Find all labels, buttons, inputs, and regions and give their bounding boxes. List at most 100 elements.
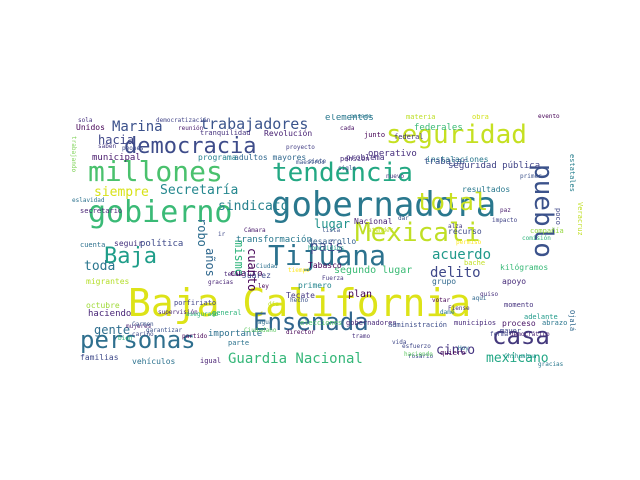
word: Ojalá <box>568 310 576 332</box>
word: democrático <box>510 331 550 338</box>
word: votar <box>432 297 451 304</box>
word: Baja California <box>128 281 472 325</box>
word: toda <box>84 259 116 274</box>
word: tiempo <box>288 267 310 274</box>
word: lugar <box>314 217 351 231</box>
word-cloud: Baja California gobernadora gobierno mil… <box>68 114 586 368</box>
word: resultados <box>462 185 511 194</box>
word: permiso <box>456 239 482 246</box>
word: reunión <box>178 125 204 132</box>
word: vida <box>392 339 407 346</box>
word: obra <box>472 114 489 121</box>
word: junto <box>364 131 386 139</box>
word: tendencia <box>272 158 413 188</box>
word: octubre <box>86 301 120 310</box>
word: adelante <box>524 313 558 321</box>
word: primero <box>298 281 332 290</box>
word: agua <box>258 319 273 326</box>
word: momento <box>504 301 534 309</box>
word: Hoy <box>458 345 469 352</box>
word: hecho <box>290 297 309 304</box>
word: operativo <box>368 149 417 159</box>
word: tramo <box>352 333 371 340</box>
word: instalaciones <box>426 155 489 164</box>
word: cada <box>340 125 355 132</box>
word: Mexicali <box>355 218 481 248</box>
word: familias <box>80 353 119 362</box>
word: cuenta <box>80 241 106 249</box>
word: recurso <box>448 227 482 236</box>
word: siete <box>308 158 327 165</box>
word: Baja <box>104 244 157 269</box>
word: tranquilidad <box>200 129 251 137</box>
word: ley <box>258 283 269 290</box>
word: Secretaría <box>160 183 239 198</box>
word: esfuerzo <box>402 343 431 350</box>
word: democracia <box>124 134 257 159</box>
word: porfiriato <box>174 299 217 307</box>
word: gracias <box>208 279 234 286</box>
word: gobernadores <box>346 319 397 327</box>
word: poco <box>554 208 562 225</box>
word: atender <box>368 227 394 234</box>
word: acuerdo <box>432 247 492 263</box>
word: segundo lugar <box>334 265 413 276</box>
word: Ciudadano <box>244 327 277 334</box>
word: materia <box>406 114 436 121</box>
word: municipios <box>454 319 497 327</box>
word: mismo <box>232 240 246 277</box>
word: siempre <box>94 185 149 200</box>
word: parte <box>228 339 250 347</box>
word: mayor <box>500 327 522 335</box>
word: paz <box>500 207 511 214</box>
word: asegurado <box>186 311 219 318</box>
word: elecciones <box>300 319 343 327</box>
word: general <box>212 309 242 317</box>
word: Tijuana <box>268 239 387 272</box>
word: importante <box>208 329 263 339</box>
word: Marina <box>112 119 163 135</box>
word: sola <box>78 117 93 124</box>
word: kilógramos <box>500 263 549 272</box>
word: haciendo <box>404 351 433 358</box>
word: Fiense <box>448 305 470 312</box>
word: plan <box>348 289 373 300</box>
word: años <box>203 248 217 277</box>
word: programa <box>198 153 237 162</box>
word: federales <box>414 123 463 133</box>
word: homicidios <box>308 245 345 252</box>
word: abrazo <box>542 319 568 327</box>
word: Revolución <box>264 129 313 138</box>
word: Carmen <box>132 321 154 328</box>
word: pensión <box>340 155 370 163</box>
word: trabajando <box>70 136 77 173</box>
word: ir <box>218 231 226 238</box>
word: casa <box>492 322 550 350</box>
word: gobierno <box>88 195 233 230</box>
word: gobernadora <box>271 185 497 225</box>
word: siglo <box>338 165 357 172</box>
word: cuatro <box>230 269 263 279</box>
word: bien <box>118 335 133 342</box>
word: evento <box>538 114 560 120</box>
word: alza <box>448 223 463 230</box>
word: forma <box>490 331 509 338</box>
word: haciendo <box>88 309 132 319</box>
word: eslavidad <box>72 197 105 204</box>
word: dame <box>440 309 455 316</box>
word: seguridad <box>386 120 527 150</box>
word: problema <box>346 153 385 162</box>
word: primer <box>520 173 542 180</box>
word: desarrollo <box>308 237 357 246</box>
word: partido <box>182 333 208 340</box>
word: quiso <box>480 291 499 298</box>
word: peones <box>122 145 144 152</box>
word: seguir <box>114 239 143 248</box>
word: mujeres <box>126 323 152 330</box>
word: pasado <box>350 114 372 120</box>
word: delito <box>430 265 481 281</box>
word: Nacional <box>354 217 393 226</box>
word: Veracruz <box>576 202 584 236</box>
word: Cámara <box>244 227 266 234</box>
word: Ciudad <box>256 263 278 270</box>
